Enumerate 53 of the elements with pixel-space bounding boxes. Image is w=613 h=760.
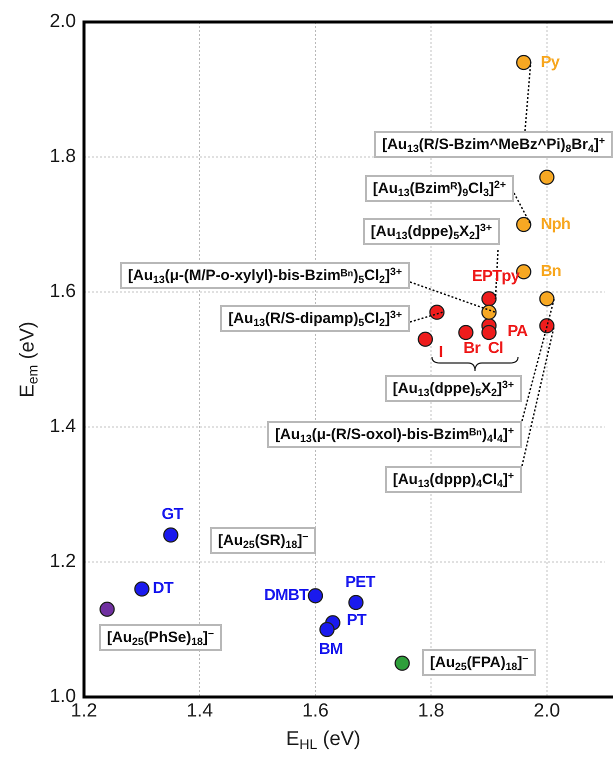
annotation: BM <box>318 640 343 658</box>
point <box>99 602 115 617</box>
point <box>458 324 474 340</box>
point <box>516 216 532 232</box>
annotation: [Au$_{13}$(dppe)$_{5}$X$_{2}$]$^{3+}$ <box>362 218 500 245</box>
annotation: Nph <box>540 216 570 234</box>
point <box>394 656 410 671</box>
point <box>163 527 178 543</box>
point <box>418 332 433 347</box>
annotation: I <box>438 344 443 362</box>
annotation: Py <box>540 54 560 72</box>
x-tick-label: 2.0 <box>534 700 560 722</box>
point <box>308 588 324 604</box>
y-tick-label: 1.6 <box>50 281 76 302</box>
annotation: Cl <box>488 340 503 358</box>
annotation: [Au$_{25}$(PhSe)$_{18}$]$^{−}$ <box>99 624 222 651</box>
point <box>481 324 497 340</box>
annotation: GT <box>162 506 183 524</box>
annotation: [Au$_{13}$(Bzimᴿ)$_{9}$Cl$_{3}$]$^{2+}$ <box>364 175 514 202</box>
point <box>516 54 532 70</box>
annotation: DMBT <box>264 586 308 605</box>
point <box>539 170 554 185</box>
annotation: PA <box>507 322 528 341</box>
y-tick-label: 1.8 <box>50 146 76 168</box>
point <box>319 622 335 638</box>
annotation: [Au$_{13}$(μ-(R/S-oxol)-bis-Bzimᴮⁿ)$_{4}$I$_{4}$]$^{+}$ <box>267 421 522 448</box>
annotation: [Au$_{13}$(dppp)$_{4}$Cl$_{4}$]$^{+}$ <box>384 466 522 493</box>
point <box>429 304 445 320</box>
point <box>134 581 150 597</box>
annotation: [Au$_{13}$(R/S-Bzim^MeBz^Pi)$_{8}$Br$_{4}$]$^{+}$ <box>374 131 613 158</box>
x-axis-title: E$_{HL}$ (eV) <box>286 728 361 752</box>
point <box>481 304 497 320</box>
point <box>539 318 554 334</box>
annotation: DT <box>152 580 174 598</box>
point <box>481 291 497 306</box>
annotation: [Au$_{13}$(dppe)$_{5}$X$_{2}$]$^{3+}$ <box>384 375 522 402</box>
y-tick-label: 1.4 <box>50 416 76 438</box>
x-tick-label: 1.8 <box>418 700 444 722</box>
annotation: PT <box>346 612 366 630</box>
annotation: PET <box>345 574 375 592</box>
annotation: Bn <box>540 262 562 281</box>
point <box>539 291 554 306</box>
x-tick-label: 1.6 <box>302 700 329 722</box>
annotation: [Au$_{13}$(R/S-dipamp)$_{5}$Cl$_{2}$]$^{3+}$ <box>220 305 410 332</box>
annotation: EPTpy <box>472 268 520 286</box>
annotation: [Au$_{25}$(SR)$_{18}$]$^{−}$ <box>210 527 316 554</box>
point <box>348 594 364 610</box>
annotation: Br <box>463 340 480 358</box>
annotation: [Au$_{25}$(FPA)$_{18}$]$^{−}$ <box>422 649 536 676</box>
y-tick-label: 1.2 <box>50 551 76 572</box>
annotation: [Au$_{13}$(μ-(M/P-o-xylyl)-bis-Bzimᴮⁿ)$_{5}$Cl$_{2}$]$^{3+}$ <box>120 262 410 289</box>
x-tick-label: 1.4 <box>186 700 214 722</box>
y-tick-label: 2.0 <box>50 11 76 32</box>
